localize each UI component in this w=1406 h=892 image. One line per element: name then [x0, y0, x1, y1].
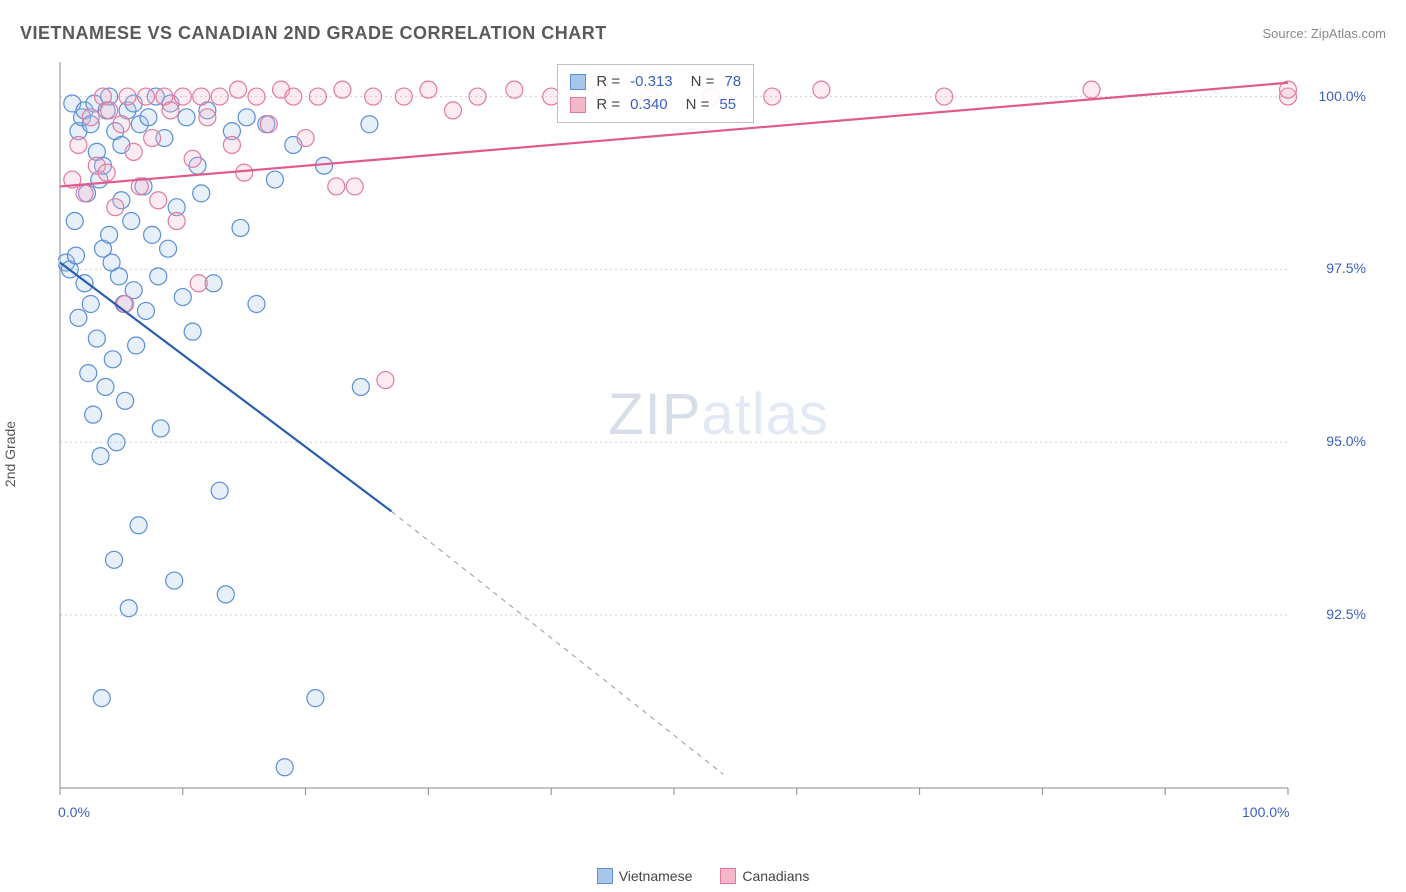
- y-tick-label: 97.5%: [1296, 260, 1366, 276]
- chart-container: VIETNAMESE VS CANADIAN 2ND GRADE CORRELA…: [0, 0, 1406, 892]
- source-label: Source: ZipAtlas.com: [1262, 26, 1386, 41]
- stats-n-value: 78: [724, 71, 741, 94]
- correlation-stats-box: R =-0.313N =78R =0.340N =55: [557, 64, 754, 123]
- stats-row: R = 0.340 N = 55: [570, 94, 741, 117]
- stats-n-label: N =: [691, 71, 715, 94]
- stats-r-value: -0.313: [630, 71, 673, 94]
- legend-label: Canadians: [742, 868, 809, 884]
- header: VIETNAMESE VS CANADIAN 2ND GRADE CORRELA…: [20, 18, 1386, 48]
- x-tick-label: 0.0%: [58, 804, 90, 820]
- stats-n-label: N =: [686, 94, 710, 117]
- y-tick-label: 95.0%: [1296, 433, 1366, 449]
- y-axis-label: 2nd Grade: [2, 421, 18, 487]
- plot-area: R =-0.313N =78R =0.340N =55 ZIPatlas: [58, 58, 1368, 828]
- y-tick-label: 100.0%: [1296, 88, 1366, 104]
- stats-r-label: R =: [596, 94, 620, 117]
- stats-n-value: 55: [719, 94, 736, 117]
- legend-swatch: [720, 868, 736, 884]
- y-tick-label: 92.5%: [1296, 606, 1366, 622]
- stats-r-label: R =: [596, 71, 620, 94]
- chart-title: VIETNAMESE VS CANADIAN 2ND GRADE CORRELA…: [20, 23, 607, 44]
- stats-swatch: [570, 74, 586, 90]
- legend-item: Vietnamese: [597, 868, 693, 884]
- scatter-plot-svg: [58, 58, 1368, 828]
- legend-swatch: [597, 868, 613, 884]
- stats-swatch: [570, 97, 586, 113]
- x-tick-label: 100.0%: [1242, 804, 1289, 820]
- stats-r-value: 0.340: [630, 94, 668, 117]
- stats-row: R = -0.313 N = 78: [570, 71, 741, 94]
- legend-item: Canadians: [720, 868, 809, 884]
- legend-label: Vietnamese: [619, 868, 693, 884]
- legend: Vietnamese Canadians: [0, 868, 1406, 884]
